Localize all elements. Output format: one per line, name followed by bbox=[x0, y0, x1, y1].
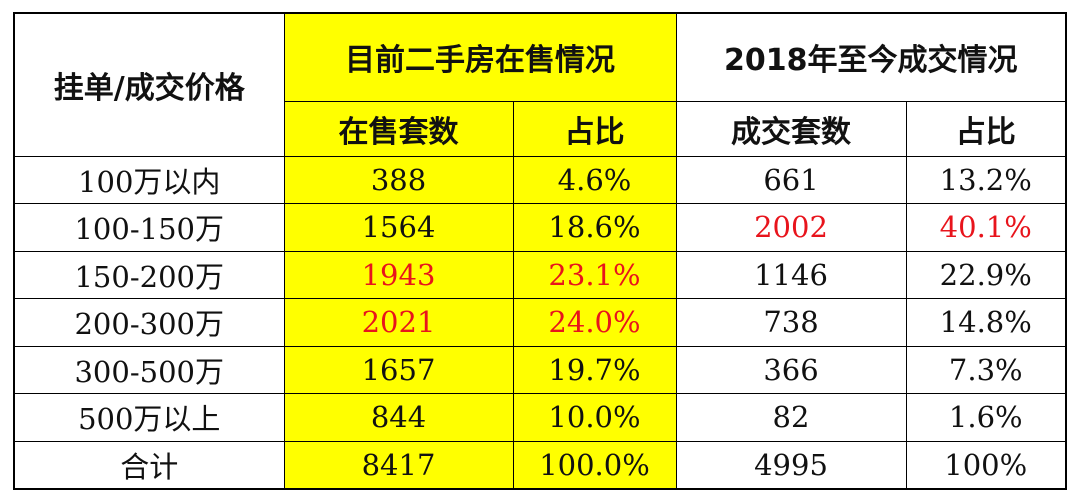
table-row: 300-500万 1657 19.7% 366 7.3% bbox=[13, 345, 1067, 394]
table-row: 合计 8417 100.0% 4995 100% bbox=[13, 440, 1067, 489]
price-cell: 合计 bbox=[13, 440, 285, 489]
price-cell: 100万以内 bbox=[13, 155, 285, 204]
deal-share-cell: 13.2% bbox=[905, 155, 1067, 204]
table-row: 200-300万 2021 24.0% 738 14.8% bbox=[13, 298, 1067, 347]
listing-count-cell: 1564 bbox=[283, 203, 514, 252]
price-cell: 500万以上 bbox=[13, 393, 285, 442]
listing-share-cell: 23.1% bbox=[512, 250, 677, 299]
listing-count-cell: 844 bbox=[283, 393, 514, 442]
header-deals-group: 2018年至今成交情况 bbox=[675, 12, 1067, 102]
deal-share-cell: 1.6% bbox=[905, 393, 1067, 442]
table-row: 100万以内 388 4.6% 661 13.2% bbox=[13, 155, 1067, 204]
header-price: 挂单/成交价格 bbox=[13, 12, 285, 157]
header-listing-count: 在售套数 bbox=[283, 100, 514, 157]
deal-count-cell: 1146 bbox=[675, 250, 907, 299]
header-deal-share: 占比 bbox=[905, 100, 1067, 157]
deal-share-cell: 14.8% bbox=[905, 298, 1067, 347]
deal-share-cell: 7.3% bbox=[905, 345, 1067, 394]
table-row: 150-200万 1943 23.1% 1146 22.9% bbox=[13, 250, 1067, 299]
price-cell: 100-150万 bbox=[13, 203, 285, 252]
listing-count-cell: 1943 bbox=[283, 250, 514, 299]
listing-share-cell: 24.0% bbox=[512, 298, 677, 347]
listing-count-cell: 388 bbox=[283, 155, 514, 204]
deal-share-cell: 100% bbox=[905, 440, 1067, 489]
price-cell: 150-200万 bbox=[13, 250, 285, 299]
listing-share-cell: 10.0% bbox=[512, 393, 677, 442]
deal-count-cell: 4995 bbox=[675, 440, 907, 489]
deal-share-cell: 40.1% bbox=[905, 203, 1067, 252]
listing-share-cell: 4.6% bbox=[512, 155, 677, 204]
price-distribution-table: 挂单/成交价格 目前二手房在售情况 2018年至今成交情况 在售套数 占比 成交… bbox=[13, 12, 1067, 490]
listing-share-cell: 19.7% bbox=[512, 345, 677, 394]
header-listing-share: 占比 bbox=[512, 100, 677, 157]
deal-count-cell: 661 bbox=[675, 155, 907, 204]
listing-count-cell: 8417 bbox=[283, 440, 514, 489]
header-deal-count: 成交套数 bbox=[675, 100, 907, 157]
deal-count-cell: 738 bbox=[675, 298, 907, 347]
deal-count-cell: 2002 bbox=[675, 203, 907, 252]
listing-share-cell: 100.0% bbox=[512, 440, 677, 489]
listing-count-cell: 2021 bbox=[283, 298, 514, 347]
deal-count-cell: 82 bbox=[675, 393, 907, 442]
table-row: 500万以上 844 10.0% 82 1.6% bbox=[13, 393, 1067, 442]
deal-count-cell: 366 bbox=[675, 345, 907, 394]
table-row: 100-150万 1564 18.6% 2002 40.1% bbox=[13, 203, 1067, 252]
listing-count-cell: 1657 bbox=[283, 345, 514, 394]
listing-share-cell: 18.6% bbox=[512, 203, 677, 252]
price-cell: 200-300万 bbox=[13, 298, 285, 347]
price-cell: 300-500万 bbox=[13, 345, 285, 394]
deal-share-cell: 22.9% bbox=[905, 250, 1067, 299]
header-listing-group: 目前二手房在售情况 bbox=[283, 12, 677, 102]
